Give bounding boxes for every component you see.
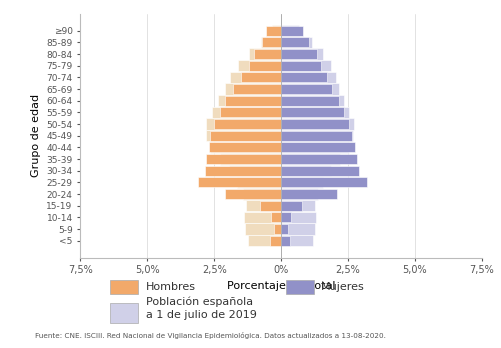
Bar [281,177,323,188]
Bar [271,213,281,222]
Bar [206,154,281,164]
Bar [270,236,281,246]
Bar [281,119,349,129]
Bar [232,84,281,94]
Bar [281,95,343,106]
Bar [281,108,343,117]
Bar [281,177,366,187]
Bar [281,49,317,59]
Bar [238,60,281,71]
Bar [281,84,331,94]
Bar [236,177,281,188]
Bar [204,166,281,176]
Bar [248,61,281,71]
Bar [281,48,323,60]
Bar [210,142,281,153]
Bar [271,25,281,36]
Bar [281,107,349,118]
Bar [254,49,281,59]
Bar [242,188,281,200]
Bar [247,235,281,246]
Bar [214,119,281,129]
Y-axis label: Grupo de edad: Grupo de edad [31,94,41,177]
Bar [281,201,302,211]
Bar [281,37,311,48]
Bar [273,224,281,234]
Bar [281,72,326,82]
Bar [281,72,335,83]
Bar [240,72,281,82]
Bar [218,95,281,106]
Bar [281,188,318,200]
Bar [281,212,315,223]
Bar [281,165,331,176]
Text: Fuente: CNE. ISCIII. Red Nacional de Vigilancia Epidemiológica. Datos actualizad: Fuente: CNE. ISCIII. Red Nacional de Vig… [35,332,385,339]
Bar [281,154,357,164]
Bar [206,130,281,141]
Bar [281,84,339,95]
Bar [281,25,299,36]
Bar [244,223,281,235]
Bar [281,213,291,222]
Bar [208,142,281,152]
Text: Hombres: Hombres [145,282,195,292]
Bar [281,235,312,246]
Bar [228,165,281,176]
Bar [281,142,349,153]
Bar [219,153,281,165]
Bar [262,37,281,47]
Bar [210,131,281,141]
Bar [224,189,281,199]
Bar [261,37,281,48]
Bar [281,26,302,35]
Bar [198,177,281,187]
X-axis label: Porcentaje del total: Porcentaje del total [226,281,335,291]
Bar [281,189,337,199]
Bar [259,201,281,211]
Bar [281,37,309,47]
Bar [281,166,358,176]
Bar [281,131,351,141]
Bar [281,130,352,141]
Text: Población española
a 1 de julio de 2019: Población española a 1 de julio de 2019 [145,296,256,320]
Bar [230,72,281,83]
Bar [281,60,331,71]
Bar [281,153,339,165]
Bar [219,108,281,117]
Bar [281,142,354,152]
Bar [281,200,314,212]
Bar [224,96,281,106]
Bar [281,118,353,130]
Bar [281,61,321,71]
Text: Mujeres: Mujeres [321,282,364,292]
Bar [281,236,290,246]
Bar [211,107,281,118]
Bar [224,84,281,95]
Bar [248,48,281,60]
Bar [281,96,338,106]
Bar [281,224,287,234]
Bar [245,200,281,212]
Bar [243,212,281,223]
Bar [266,26,281,35]
Bar [206,118,281,130]
Bar [281,223,315,235]
